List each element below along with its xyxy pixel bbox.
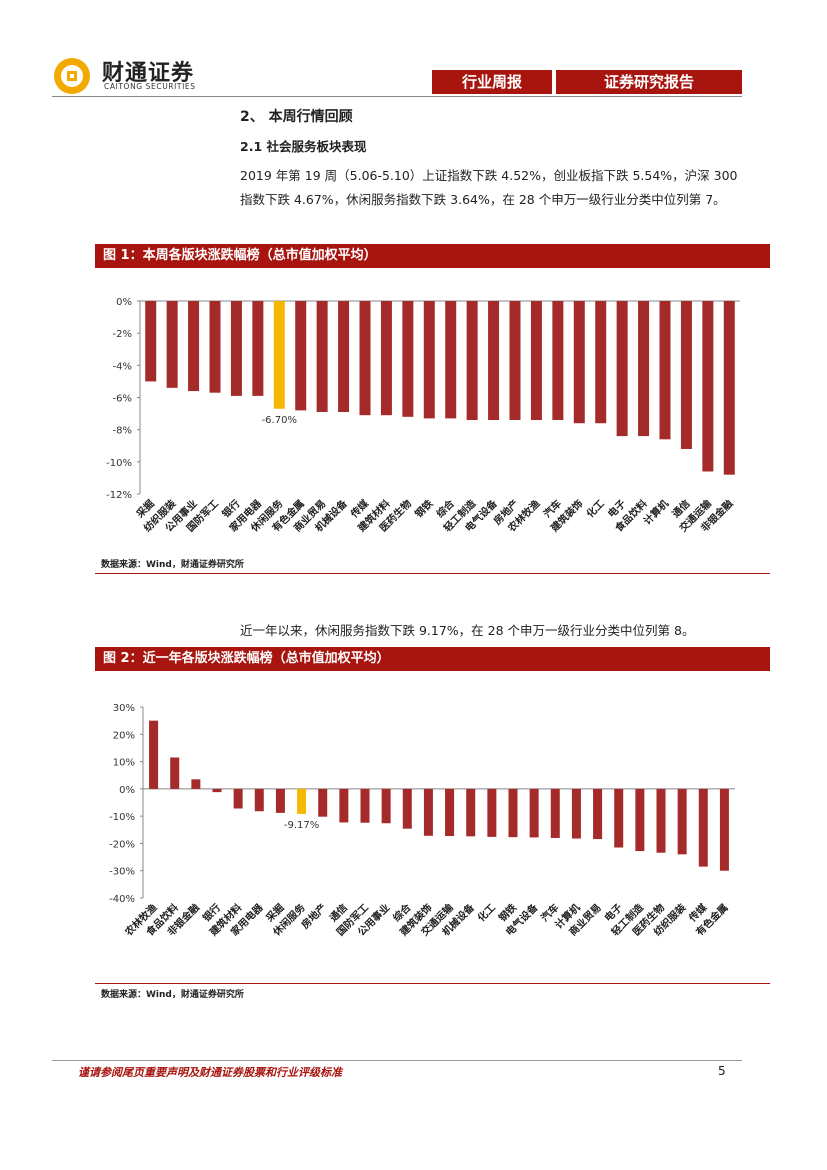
section-heading: 2、 本周行情回顾: [240, 109, 353, 125]
bar-国防军工: [360, 788, 370, 823]
bar-采掘: [145, 301, 157, 382]
x-tick-label: 化工: [475, 901, 498, 924]
bar-非银金融: [723, 301, 735, 475]
highlight-data-label: -6.70%: [262, 415, 297, 426]
header-tab-research-report: 证券研究报告: [556, 70, 742, 94]
bar-家用电器: [254, 788, 264, 812]
subsection-heading: 2.1 社会服务板块表现: [240, 139, 367, 154]
bar-建筑材料: [380, 301, 392, 416]
y-tick-label: -30%: [109, 867, 135, 878]
bar-钢铁: [508, 788, 518, 838]
bar-公用事业: [381, 788, 391, 824]
y-tick-label: -10%: [109, 812, 135, 823]
bar-房地产: [509, 301, 521, 421]
bar-建筑装饰: [573, 301, 585, 424]
bar-休闲服务: [297, 788, 307, 814]
bar-商业贸易: [316, 301, 328, 412]
figure1-source: 数据来源：Wind，财通证券研究所: [101, 560, 244, 570]
bar-农林牧渔: [530, 301, 542, 421]
bar-化工: [595, 301, 607, 424]
y-tick-label: -12%: [106, 490, 132, 501]
bar-建筑材料: [233, 788, 243, 809]
bar-轻工制造: [466, 301, 478, 421]
highlight-data-label: -9.17%: [284, 820, 319, 831]
bar-通信: [339, 788, 349, 823]
bar-采掘: [275, 788, 285, 813]
bar-医药生物: [656, 788, 666, 853]
bar-医药生物: [402, 301, 414, 417]
bar-银行: [230, 301, 242, 396]
bar-计算机: [571, 788, 581, 839]
y-tick-label: -6%: [113, 394, 132, 405]
y-tick-label: -10%: [106, 458, 132, 469]
bar-有色金属: [719, 788, 729, 871]
x-tick-label: 钢铁: [412, 497, 435, 520]
bar-房地产: [318, 788, 328, 817]
y-tick-label: -40%: [109, 894, 135, 905]
header-tab-weekly: 行业周报: [432, 70, 552, 94]
bar-农林牧渔: [149, 720, 159, 789]
y-tick-label: 30%: [113, 703, 135, 714]
logo-english-name: CAITONG SECURITIES: [104, 82, 196, 91]
y-tick-label: 20%: [113, 730, 135, 741]
bar-食品饮料: [170, 757, 180, 789]
bar-电气设备: [488, 301, 500, 421]
bar-机械设备: [466, 788, 476, 837]
bar-综合: [445, 301, 457, 419]
figure2-title-bar: 图 2：近一年各版块涨跌幅榜（总市值加权平均）: [95, 647, 770, 671]
bar-商业贸易: [593, 788, 603, 840]
footer-divider: [52, 1060, 742, 1061]
paragraph-yearly-summary: 近一年以来，休闲服务指数下跌 9.17%，在 28 个申万一级行业分类中位列第 …: [240, 623, 695, 638]
bar-钢铁: [423, 301, 435, 419]
bar-交通运输: [702, 301, 714, 472]
page-number: 5: [718, 1064, 726, 1078]
bar-银行: [212, 788, 222, 793]
bar-轻工制造: [635, 788, 645, 852]
y-tick-label: -4%: [113, 361, 132, 372]
y-tick-label: 10%: [113, 758, 135, 769]
bar-汽车: [552, 301, 564, 421]
paragraph-weekly-summary: 2019 年第 19 周（5.06-5.10）上证指数下跌 4.52%，创业板指…: [240, 168, 738, 207]
bar-电气设备: [529, 788, 539, 838]
bar-公用事业: [188, 301, 200, 392]
y-tick-label: -8%: [113, 426, 132, 437]
y-tick-label: 0%: [119, 785, 135, 796]
bar-传媒: [359, 301, 371, 416]
bar-建筑装饰: [423, 788, 433, 836]
x-tick-label: 化工: [584, 497, 607, 520]
bar-非银金融: [191, 779, 201, 789]
bar-通信: [680, 301, 692, 449]
figure2-source: 数据来源：Wind，财通证券研究所: [101, 990, 244, 1000]
bar-化工: [487, 788, 497, 837]
figure1-bottom-rule: [95, 573, 770, 574]
bar-纺织服装: [166, 301, 178, 388]
bar-纺织服装: [677, 788, 687, 855]
x-tick-label: 计算机: [641, 497, 671, 527]
header-divider: [52, 96, 742, 97]
bar-计算机: [659, 301, 671, 440]
bar-交通运输: [445, 788, 455, 837]
bar-汽车: [550, 788, 560, 838]
footer-disclaimer: 谨请参阅尾页重要声明及财通证券股票和行业评级标准: [78, 1066, 342, 1079]
bar-家用电器: [252, 301, 264, 396]
y-tick-label: 0%: [116, 297, 132, 308]
figure2-top-rule: [95, 983, 770, 984]
bar-国防军工: [209, 301, 221, 393]
bar-电子: [616, 301, 628, 437]
figure1-title-bar: 图 1：本周各版块涨跌幅榜（总市值加权平均）: [95, 244, 770, 268]
bar-休闲服务: [273, 301, 285, 409]
y-tick-label: -20%: [109, 839, 135, 850]
bar-食品饮料: [638, 301, 650, 437]
bar-电子: [614, 788, 624, 848]
logo-chinese-name: 财通证券: [102, 61, 195, 86]
bar-综合: [402, 788, 412, 829]
bar-传媒: [698, 788, 708, 867]
bar-有色金属: [295, 301, 307, 411]
caitong-logo-icon: [54, 58, 90, 94]
figure2-chart: 30%20%10%0%-10%-20%-30%-40%农林牧渔食品饮料非银金融银…: [109, 703, 735, 939]
y-tick-label: -2%: [113, 329, 132, 340]
bar-机械设备: [338, 301, 350, 412]
